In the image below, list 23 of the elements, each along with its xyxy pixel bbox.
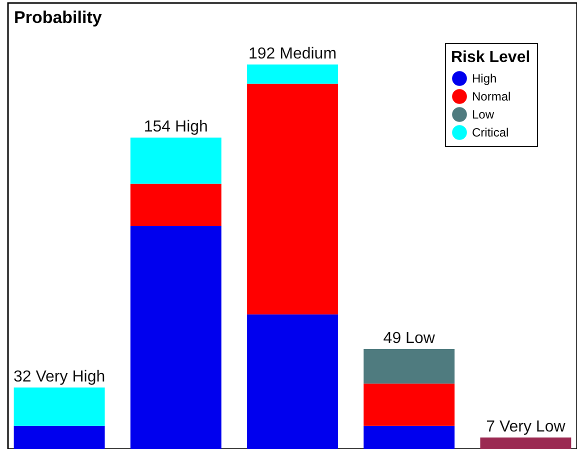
bar (14, 387, 105, 426)
legend-label: Normal (472, 90, 511, 104)
bar (247, 314, 338, 449)
legend-label: High (472, 72, 497, 86)
legend-label: Low (472, 108, 494, 122)
legend-label: Critical (472, 126, 509, 140)
bar (130, 184, 222, 226)
text: 192 Medium (248, 46, 337, 63)
chart-title: Probability (14, 8, 102, 27)
bar (364, 349, 455, 384)
bar (247, 84, 338, 314)
bar (130, 138, 222, 184)
bar (247, 64, 338, 84)
bar (480, 437, 572, 449)
bar (14, 426, 105, 449)
annotation: 7 Very Low (486, 418, 566, 436)
bar (130, 226, 222, 449)
bar (364, 426, 455, 449)
legend-title: Risk Level (451, 49, 530, 66)
annotation: 154 High (144, 118, 208, 136)
bar (364, 384, 455, 426)
annotation: 49 Low (383, 330, 436, 348)
annotation: 32 Very High (14, 368, 106, 386)
